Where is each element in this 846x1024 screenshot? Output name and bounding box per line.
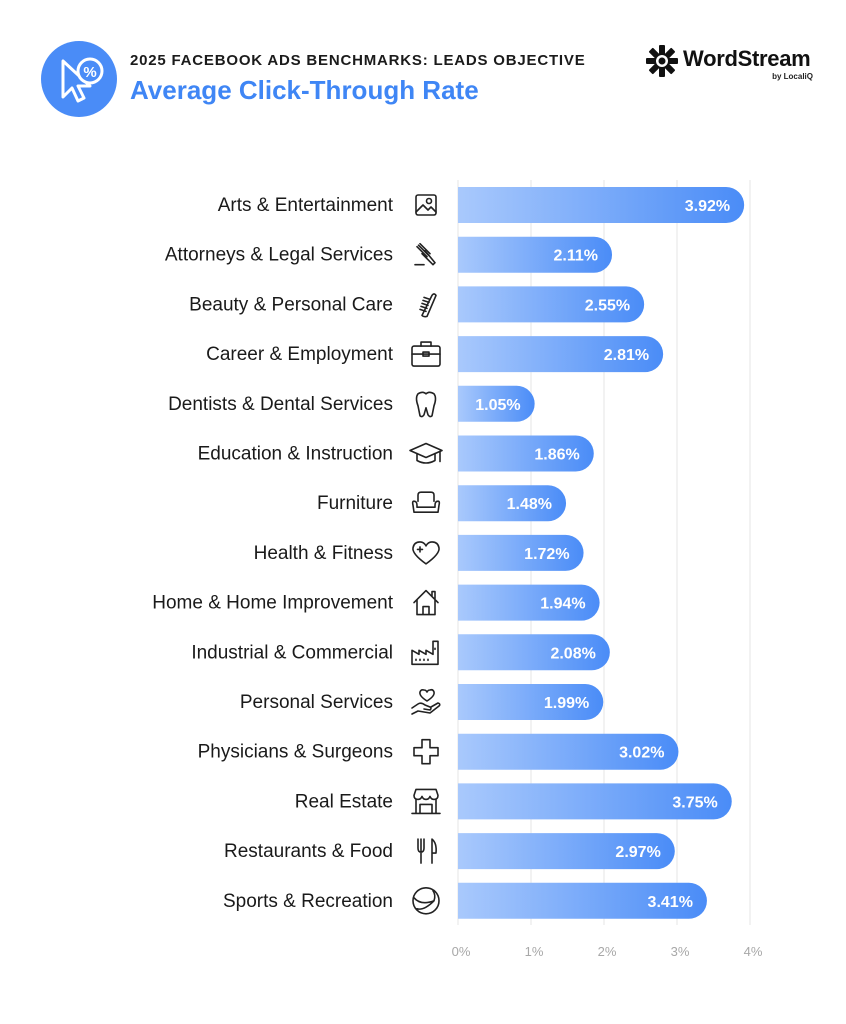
bar: [458, 485, 567, 522]
data-label: 2.55%: [585, 297, 630, 314]
data-label: 1.94%: [540, 596, 585, 613]
wordstream-logo-icon: [646, 45, 678, 77]
category-label: Personal Services: [240, 692, 393, 713]
category-label: Arts & Entertainment: [218, 195, 394, 216]
x-tick-label: 4%: [744, 944, 763, 959]
medical-cross-icon: [413, 738, 439, 765]
data-label: 1.05%: [475, 397, 520, 414]
bar: [458, 286, 645, 323]
category-label: Real Estate: [295, 791, 393, 812]
category-icons: [409, 194, 443, 915]
data-label: 2.97%: [615, 844, 660, 861]
x-tick-label: 0%: [452, 944, 471, 959]
category-label: Health & Fitness: [254, 543, 393, 564]
data-label: 3.92%: [685, 198, 730, 215]
category-label: Education & Instruction: [198, 444, 393, 465]
x-axis-ticks: 0% 1% 2% 3% 4%: [452, 944, 763, 959]
gavel-icon: [414, 242, 436, 266]
house-icon: [413, 589, 439, 616]
data-label: 2.81%: [604, 347, 649, 364]
bar: [458, 385, 535, 422]
category-label: Dentists & Dental Services: [168, 394, 393, 415]
chart-subtitle: 2025 FACEBOOK ADS BENCHMARKS: LEADS OBJE…: [130, 52, 586, 69]
graduation-cap-icon: [409, 442, 443, 464]
svg-text:%: %: [83, 64, 96, 81]
armchair-icon: [411, 491, 441, 514]
data-label: 2.08%: [550, 645, 595, 662]
heart-plus-icon: [412, 541, 440, 565]
bar: [458, 336, 664, 373]
category-label: Physicians & Surgeons: [198, 742, 393, 763]
bar: [458, 684, 604, 720]
fork-knife-icon: [417, 838, 437, 864]
data-label: 1.48%: [507, 496, 552, 513]
bar: [458, 882, 707, 919]
header-badge: %: [41, 41, 117, 117]
bar: [458, 783, 732, 820]
data-label: 1.72%: [524, 546, 569, 563]
category-label: Sports & Recreation: [223, 891, 393, 912]
bar: [458, 534, 584, 571]
data-label: 3.02%: [619, 745, 664, 762]
briefcase-icon: [411, 341, 441, 367]
category-label: Home & Home Improvement: [152, 593, 393, 614]
cursor-percent-icon: %: [61, 57, 104, 103]
data-label: 3.41%: [648, 894, 693, 911]
tooth-icon: [415, 391, 437, 418]
category-label: Career & Employment: [206, 344, 394, 365]
category-label: Attorneys & Legal Services: [165, 245, 393, 266]
bar: [458, 833, 675, 870]
chart-title: Average Click-Through Rate: [130, 75, 479, 105]
brand-logo: WordStream by LocaliQ: [645, 44, 815, 84]
storefront-icon: [411, 788, 441, 815]
bars: 3.92% 2.11% 2.55% 2.81% 1.05% 1.86% 1.48% 1.72%…: [458, 187, 745, 919]
brand-sub: by LocaliQ: [772, 72, 813, 81]
data-label: 2.11%: [554, 248, 598, 265]
category-label: Furniture: [317, 493, 393, 514]
category-label: Restaurants & Food: [224, 841, 393, 862]
x-tick-label: 2%: [598, 944, 617, 959]
category-label: Industrial & Commercial: [191, 642, 393, 663]
bar: [458, 236, 613, 273]
category-labels: Arts & Entertainment Attorneys & Legal Se…: [152, 195, 393, 912]
bar: [458, 435, 594, 472]
x-tick-label: 1%: [525, 944, 544, 959]
factory-icon: [411, 640, 439, 666]
bar: [458, 187, 745, 223]
data-label: 3.75%: [672, 794, 717, 811]
data-label: 1.86%: [534, 447, 579, 464]
brand-name: WordStream: [683, 46, 811, 71]
ball-icon: [412, 886, 440, 915]
bar: [458, 634, 610, 671]
bar: [458, 584, 600, 621]
comb-icon: [419, 293, 437, 318]
bar: [458, 733, 679, 770]
hand-heart-icon: [411, 688, 441, 715]
category-label: Beauty & Personal Care: [189, 294, 393, 315]
data-label: 1.99%: [544, 695, 589, 712]
picture-icon: [415, 194, 437, 216]
x-tick-label: 3%: [671, 944, 690, 959]
